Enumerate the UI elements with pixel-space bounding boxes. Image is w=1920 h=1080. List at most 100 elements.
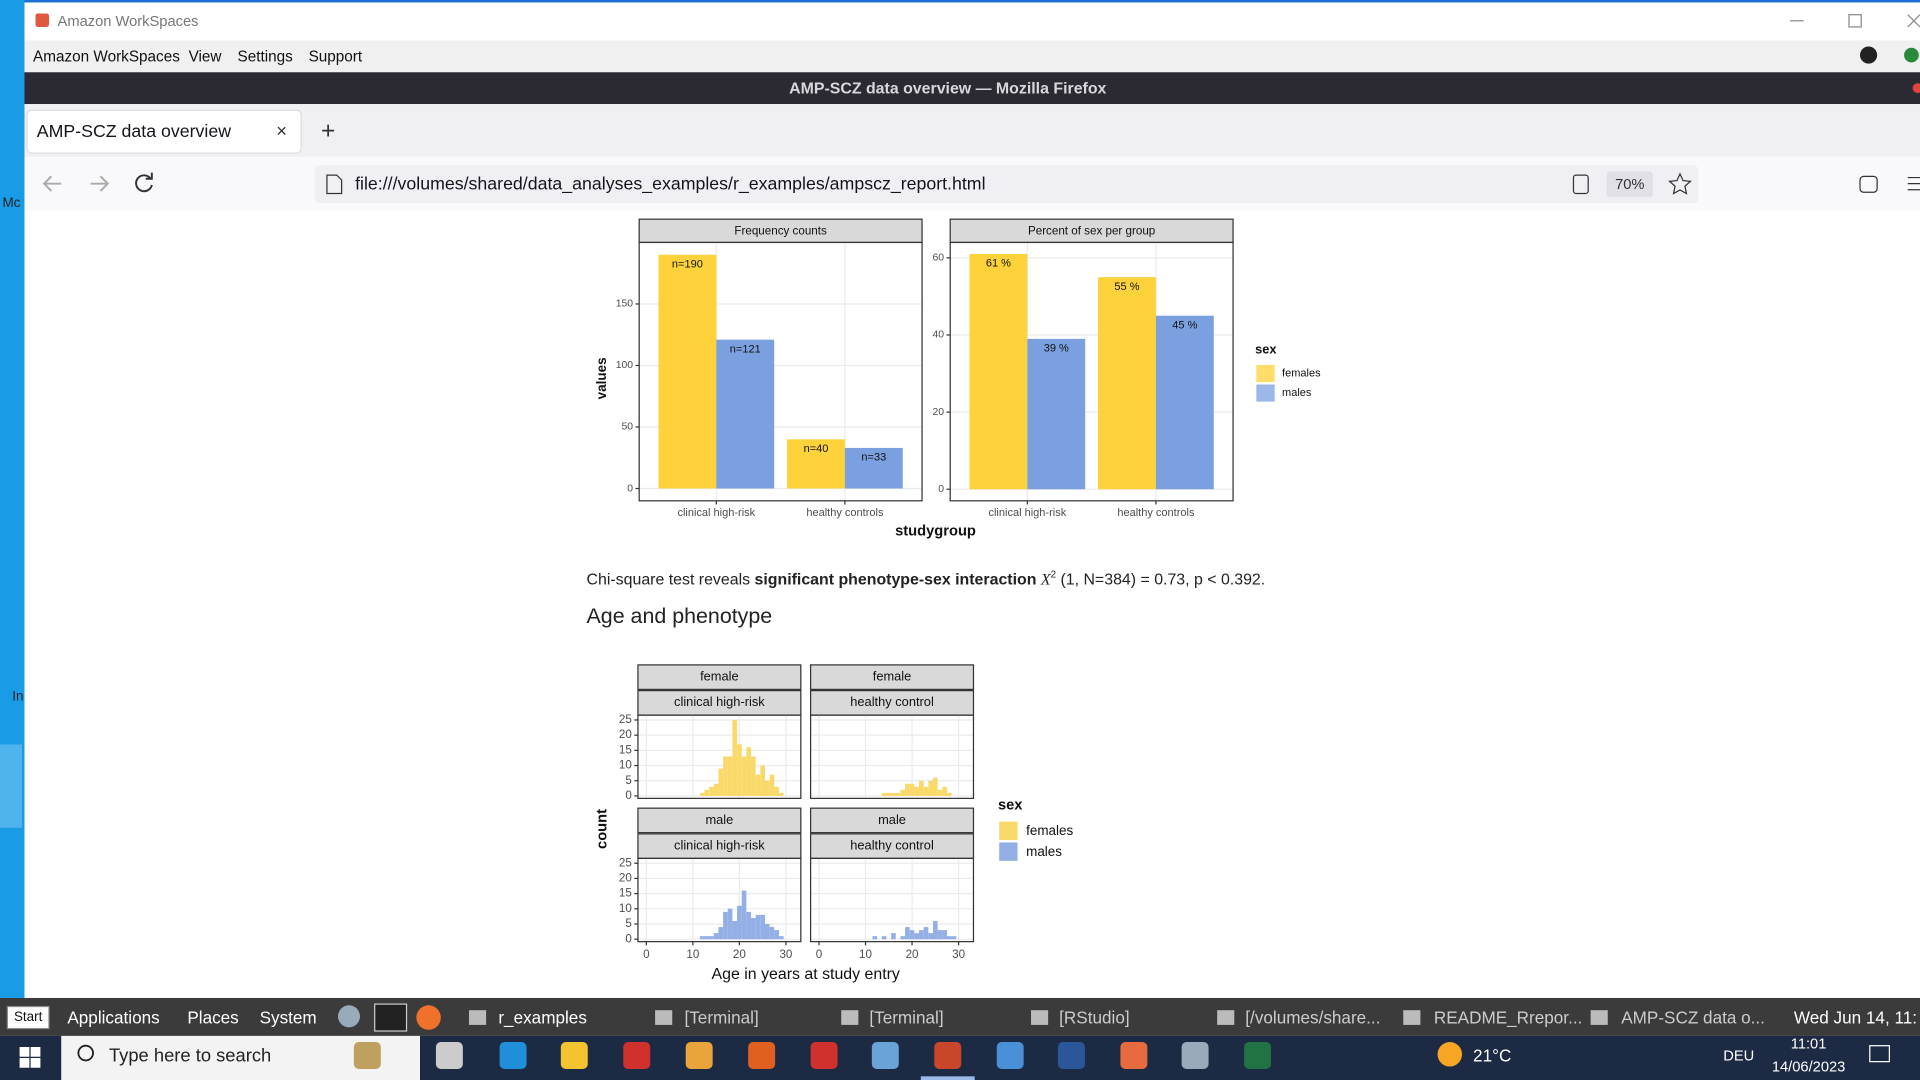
- panel-item[interactable]: [RStudio]: [1059, 1007, 1129, 1027]
- panel-item-icon: [1031, 1010, 1049, 1025]
- panel-border: [810, 857, 975, 943]
- x-tick-label: clinical high-risk: [988, 507, 1066, 519]
- x-tick-label: healthy controls: [806, 507, 884, 519]
- tab-close[interactable]: ×: [276, 120, 287, 141]
- histogram-bar: [699, 792, 705, 796]
- histogram-bar: [895, 792, 901, 796]
- y-tick-label: 5: [625, 917, 631, 930]
- histogram-bar: [713, 933, 719, 940]
- panel-item[interactable]: Places: [187, 1007, 238, 1027]
- taskbar-icon[interactable]: [996, 1042, 1024, 1069]
- taskbar-icon[interactable]: [871, 1042, 899, 1069]
- y-tick-label: 50: [621, 422, 633, 433]
- text: Chi-square test reveals: [587, 572, 751, 589]
- value-label: n=121: [730, 343, 761, 355]
- taskbar-icon[interactable]: [748, 1042, 776, 1069]
- menu[interactable]: [1907, 176, 1920, 191]
- panel-item[interactable]: [/volumes/share...: [1245, 1007, 1380, 1027]
- bookmark[interactable]: [1668, 172, 1692, 195]
- superscript: 2: [1051, 569, 1056, 580]
- taskbar-icon[interactable]: [1244, 1042, 1272, 1069]
- reload[interactable]: [135, 172, 153, 193]
- desktop-text: In: [12, 688, 23, 703]
- y-axis-label: values: [594, 357, 609, 399]
- panel-item[interactable]: System: [260, 1007, 317, 1027]
- tab-title[interactable]: AMP-SCZ data overview: [37, 121, 232, 141]
- notifications[interactable]: [1869, 1045, 1890, 1063]
- url-bar[interactable]: [314, 165, 1699, 204]
- taskbar-icon[interactable]: [1120, 1042, 1148, 1069]
- url[interactable]: file:///volumes/shared/data_analyses_exa…: [355, 174, 985, 195]
- start-label[interactable]: Start: [14, 1009, 43, 1024]
- histogram-bar: [774, 930, 779, 940]
- value-label: n=33: [861, 452, 886, 464]
- forward[interactable]: [90, 175, 110, 192]
- taskbar-icon[interactable]: [623, 1042, 651, 1069]
- taskbar-icon[interactable]: [499, 1042, 527, 1069]
- tray-icon[interactable]: [1904, 47, 1919, 63]
- zoom-level[interactable]: 70%: [1615, 177, 1644, 193]
- reader-view[interactable]: [1572, 174, 1589, 195]
- language[interactable]: DEU: [1723, 1049, 1754, 1065]
- clock-date[interactable]: 14/06/2023: [1772, 1060, 1846, 1076]
- panel-item[interactable]: Wed Jun 14, 11:: [1794, 1007, 1917, 1027]
- y-tick-label: 60: [933, 253, 945, 264]
- x-tick-label: 20: [733, 948, 746, 961]
- panel-icon[interactable]: [416, 1005, 441, 1030]
- histogram-bar: [704, 789, 710, 796]
- new-tab[interactable]: +: [321, 118, 335, 145]
- histogram-bar: [872, 936, 878, 940]
- back[interactable]: [42, 175, 62, 192]
- start-button[interactable]: [6, 1005, 50, 1030]
- panel-icon[interactable]: [374, 1003, 408, 1032]
- taskbar-icon[interactable]: [934, 1042, 962, 1069]
- taskbar-icon[interactable]: [560, 1042, 588, 1069]
- histogram-bar: [699, 936, 705, 940]
- browser-close[interactable]: [1912, 83, 1920, 94]
- taskbar-icon[interactable]: [810, 1042, 838, 1069]
- histogram-bar: [909, 930, 915, 940]
- maximize[interactable]: [1848, 14, 1862, 28]
- y-tick-label: 25: [619, 856, 632, 869]
- taskbar-icon[interactable]: [435, 1042, 463, 1069]
- menu-item[interactable]: Support: [309, 49, 363, 66]
- panel-border: [810, 714, 975, 799]
- taskbar-icon[interactable]: [1181, 1042, 1209, 1069]
- close[interactable]: [1907, 14, 1920, 28]
- panel-item[interactable]: Applications: [67, 1007, 159, 1027]
- menu-item[interactable]: Amazon WorkSpaces: [33, 49, 180, 66]
- histogram-bar: [928, 780, 933, 796]
- windows-start[interactable]: [19, 1046, 41, 1068]
- panel-item[interactable]: AMP-SCZ data o...: [1621, 1007, 1765, 1027]
- bar: [787, 439, 845, 489]
- taskbar-icon[interactable]: [685, 1042, 713, 1069]
- panel-icon[interactable]: [337, 1005, 360, 1028]
- panel-item[interactable]: README_Rrepor...: [1434, 1007, 1582, 1027]
- panel-item[interactable]: [Terminal]: [869, 1007, 943, 1027]
- legend-title: sex: [1255, 342, 1277, 357]
- weather[interactable]: 21°C: [1473, 1045, 1511, 1065]
- taskbar-icon[interactable]: [353, 1042, 381, 1069]
- panel-item-icon: [841, 1010, 859, 1025]
- pocket[interactable]: [1859, 175, 1878, 193]
- zoom-badge[interactable]: [1606, 171, 1654, 198]
- histogram-bar: [778, 792, 784, 796]
- value-label: n=40: [804, 443, 829, 455]
- histogram-bar: [919, 780, 924, 796]
- tab[interactable]: [26, 109, 302, 154]
- panel-items: Applications Places System r_examples [Termi…: [67, 1007, 1917, 1027]
- paragraph: Chi-square test reveals significant phen…: [587, 565, 1266, 588]
- panel-border: [637, 714, 802, 799]
- tray-icon[interactable]: [1860, 46, 1878, 64]
- desktop-text: Mc: [2, 195, 20, 210]
- panel-item[interactable]: r_examples: [498, 1007, 587, 1027]
- clock-time[interactable]: 11:01: [1791, 1036, 1827, 1052]
- histogram-bar: [923, 786, 929, 796]
- taskbar-icon[interactable]: [1057, 1042, 1085, 1069]
- menu-item[interactable]: View: [189, 49, 223, 66]
- x-tick-label: 30: [952, 948, 965, 961]
- search-placeholder[interactable]: Type here to search: [109, 1045, 271, 1066]
- panel-item[interactable]: [Terminal]: [684, 1007, 758, 1027]
- menu-item[interactable]: Settings: [238, 49, 294, 66]
- histogram-bar: [755, 774, 761, 796]
